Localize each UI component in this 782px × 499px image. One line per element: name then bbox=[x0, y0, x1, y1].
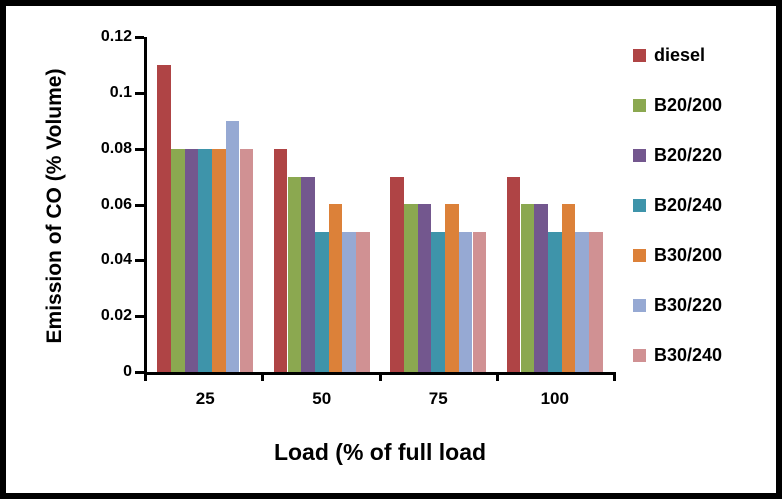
bar-B20-240-75 bbox=[431, 232, 446, 372]
x-tick-label-100: 100 bbox=[540, 389, 569, 408]
y-tick-mark bbox=[135, 91, 144, 95]
y-tick-mark bbox=[135, 371, 144, 374]
legend-swatch-B30-240 bbox=[633, 348, 646, 362]
y-tick-mark bbox=[135, 315, 144, 319]
x-axis-title: Load (% of full load bbox=[273, 439, 487, 465]
bar-B20-240-25 bbox=[198, 149, 213, 372]
legend-item-B30-220: B30/220 bbox=[633, 294, 722, 316]
x-tick-mark bbox=[613, 372, 616, 381]
x-tick-mark bbox=[378, 372, 382, 381]
bar-B30-220-100 bbox=[575, 232, 589, 372]
bar-B30-200-25 bbox=[212, 149, 226, 372]
y-tick-mark bbox=[135, 259, 144, 263]
y-tick-mark bbox=[135, 36, 144, 39]
legend-swatch-B20-220 bbox=[633, 148, 646, 162]
legend-item-B30-240: B30/240 bbox=[633, 344, 722, 366]
bar-B30-200-100 bbox=[561, 204, 576, 372]
legend-label: B20/220 bbox=[654, 144, 723, 165]
bar-B30-220-50 bbox=[342, 232, 356, 372]
legend-label: B30/220 bbox=[654, 294, 723, 315]
bar-B20-240-50 bbox=[314, 232, 329, 372]
y-tick-label: 0.12 bbox=[100, 28, 132, 45]
bar-B30-240-75 bbox=[472, 232, 487, 372]
bar-diesel-75 bbox=[390, 177, 404, 372]
legend-swatch-B30-220 bbox=[633, 298, 646, 312]
y-tick-label: 0.1 bbox=[109, 83, 132, 101]
bar-B30-240-100 bbox=[589, 232, 603, 372]
y-tick-label: 0.06 bbox=[100, 195, 132, 213]
bar-B30-200-50 bbox=[328, 204, 343, 372]
x-tick-mark bbox=[261, 372, 265, 381]
bar-B20-220-100 bbox=[534, 204, 548, 372]
legend-label: B20/240 bbox=[654, 194, 723, 215]
bar-B20-220-25 bbox=[184, 149, 199, 372]
plot-area bbox=[147, 37, 613, 372]
bar-B20-240-100 bbox=[547, 232, 562, 372]
bar-B20-200-100 bbox=[520, 204, 535, 372]
y-axis-line bbox=[144, 37, 147, 375]
bar-B30-240-50 bbox=[356, 232, 370, 372]
bar-B20-200-75 bbox=[404, 204, 418, 372]
y-tick-mark bbox=[135, 203, 144, 207]
bar-B30-220-75 bbox=[458, 232, 473, 372]
bar-B30-220-25 bbox=[225, 121, 240, 372]
legend-label: B30/200 bbox=[654, 244, 723, 265]
x-tick-label-75: 75 bbox=[428, 389, 448, 408]
legend: diesel B20/200 B20/220 B20/240 B30/200 B30/22… bbox=[633, 44, 722, 366]
legend-label: B20/200 bbox=[654, 94, 723, 115]
bar-B30-200-75 bbox=[445, 204, 459, 372]
legend-item-B30-200: B30/200 bbox=[633, 244, 722, 266]
legend-swatch-diesel bbox=[633, 48, 646, 62]
x-tick-mark bbox=[495, 372, 499, 381]
legend-swatch-B20-240 bbox=[633, 198, 646, 212]
x-tick-mark bbox=[144, 372, 147, 381]
bar-B20-200-25 bbox=[171, 149, 185, 372]
legend-item-B20-200: B20/200 bbox=[633, 94, 722, 116]
x-tick-label-50: 50 bbox=[312, 389, 332, 408]
y-tick-label: 0.04 bbox=[100, 251, 132, 269]
y-tick-label: 0.08 bbox=[100, 139, 132, 157]
bar-B20-220-75 bbox=[417, 204, 432, 372]
legend-swatch-B20-200 bbox=[633, 98, 646, 112]
bar-diesel-50 bbox=[273, 149, 288, 372]
legend-item-B20-220: B20/220 bbox=[633, 144, 722, 166]
legend-swatch-B30-200 bbox=[633, 248, 646, 262]
bar-B20-220-50 bbox=[301, 177, 315, 372]
y-axis-title: Emission of CO (% Volume) bbox=[43, 68, 66, 344]
legend-label: diesel bbox=[654, 44, 706, 65]
y-tick-label: 0 bbox=[123, 363, 132, 380]
bar-B20-200-50 bbox=[287, 177, 302, 372]
bar-B30-240-25 bbox=[239, 149, 254, 372]
y-tick-label: 0.02 bbox=[100, 307, 132, 325]
bar-diesel-100 bbox=[506, 177, 521, 372]
legend-item-B20-240: B20/240 bbox=[633, 194, 722, 216]
y-tick-mark bbox=[135, 147, 144, 151]
legend-item-diesel: diesel bbox=[633, 44, 722, 66]
bar-diesel-25 bbox=[157, 65, 171, 372]
co-emission-bar-chart: Emission of CO (% Volume) 0.12 0.1 0.08 0.0… bbox=[6, 6, 776, 493]
x-tick-label-25: 25 bbox=[195, 389, 215, 408]
legend-label: B30/240 bbox=[654, 344, 723, 365]
